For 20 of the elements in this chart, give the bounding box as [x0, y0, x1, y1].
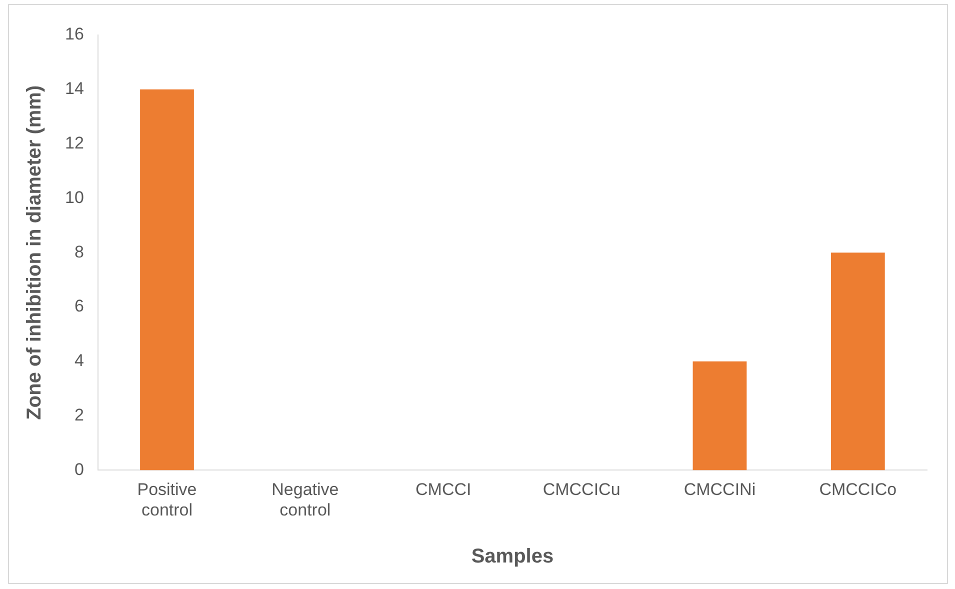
bar — [830, 252, 885, 470]
y-tick-label: 4 — [74, 351, 84, 370]
y-tick-label: 14 — [64, 79, 84, 98]
bar — [140, 89, 194, 470]
x-tick-label: Positive control — [137, 480, 197, 520]
y-tick-label: 8 — [74, 242, 84, 262]
y-tick-label: 0 — [74, 460, 84, 479]
y-tick-label: 12 — [64, 133, 84, 152]
x-tick-label: Negative control — [272, 480, 339, 520]
x-axis-title: Samples — [471, 546, 554, 568]
x-tick-label: CMCCI — [416, 480, 472, 500]
bar — [692, 361, 747, 470]
x-tick-label: CMCCICu — [542, 480, 620, 500]
x-tick-label: CMCCINi — [684, 480, 756, 500]
y-axis-title: Zone of inhibition in diameter (mm) — [24, 85, 46, 420]
y-tick-label: 16 — [64, 24, 84, 44]
y-tick-label: 2 — [74, 405, 84, 424]
y-tick-label: 6 — [74, 296, 84, 316]
x-tick-label: CMCCICo — [819, 480, 897, 500]
y-tick-label: 10 — [64, 188, 84, 207]
